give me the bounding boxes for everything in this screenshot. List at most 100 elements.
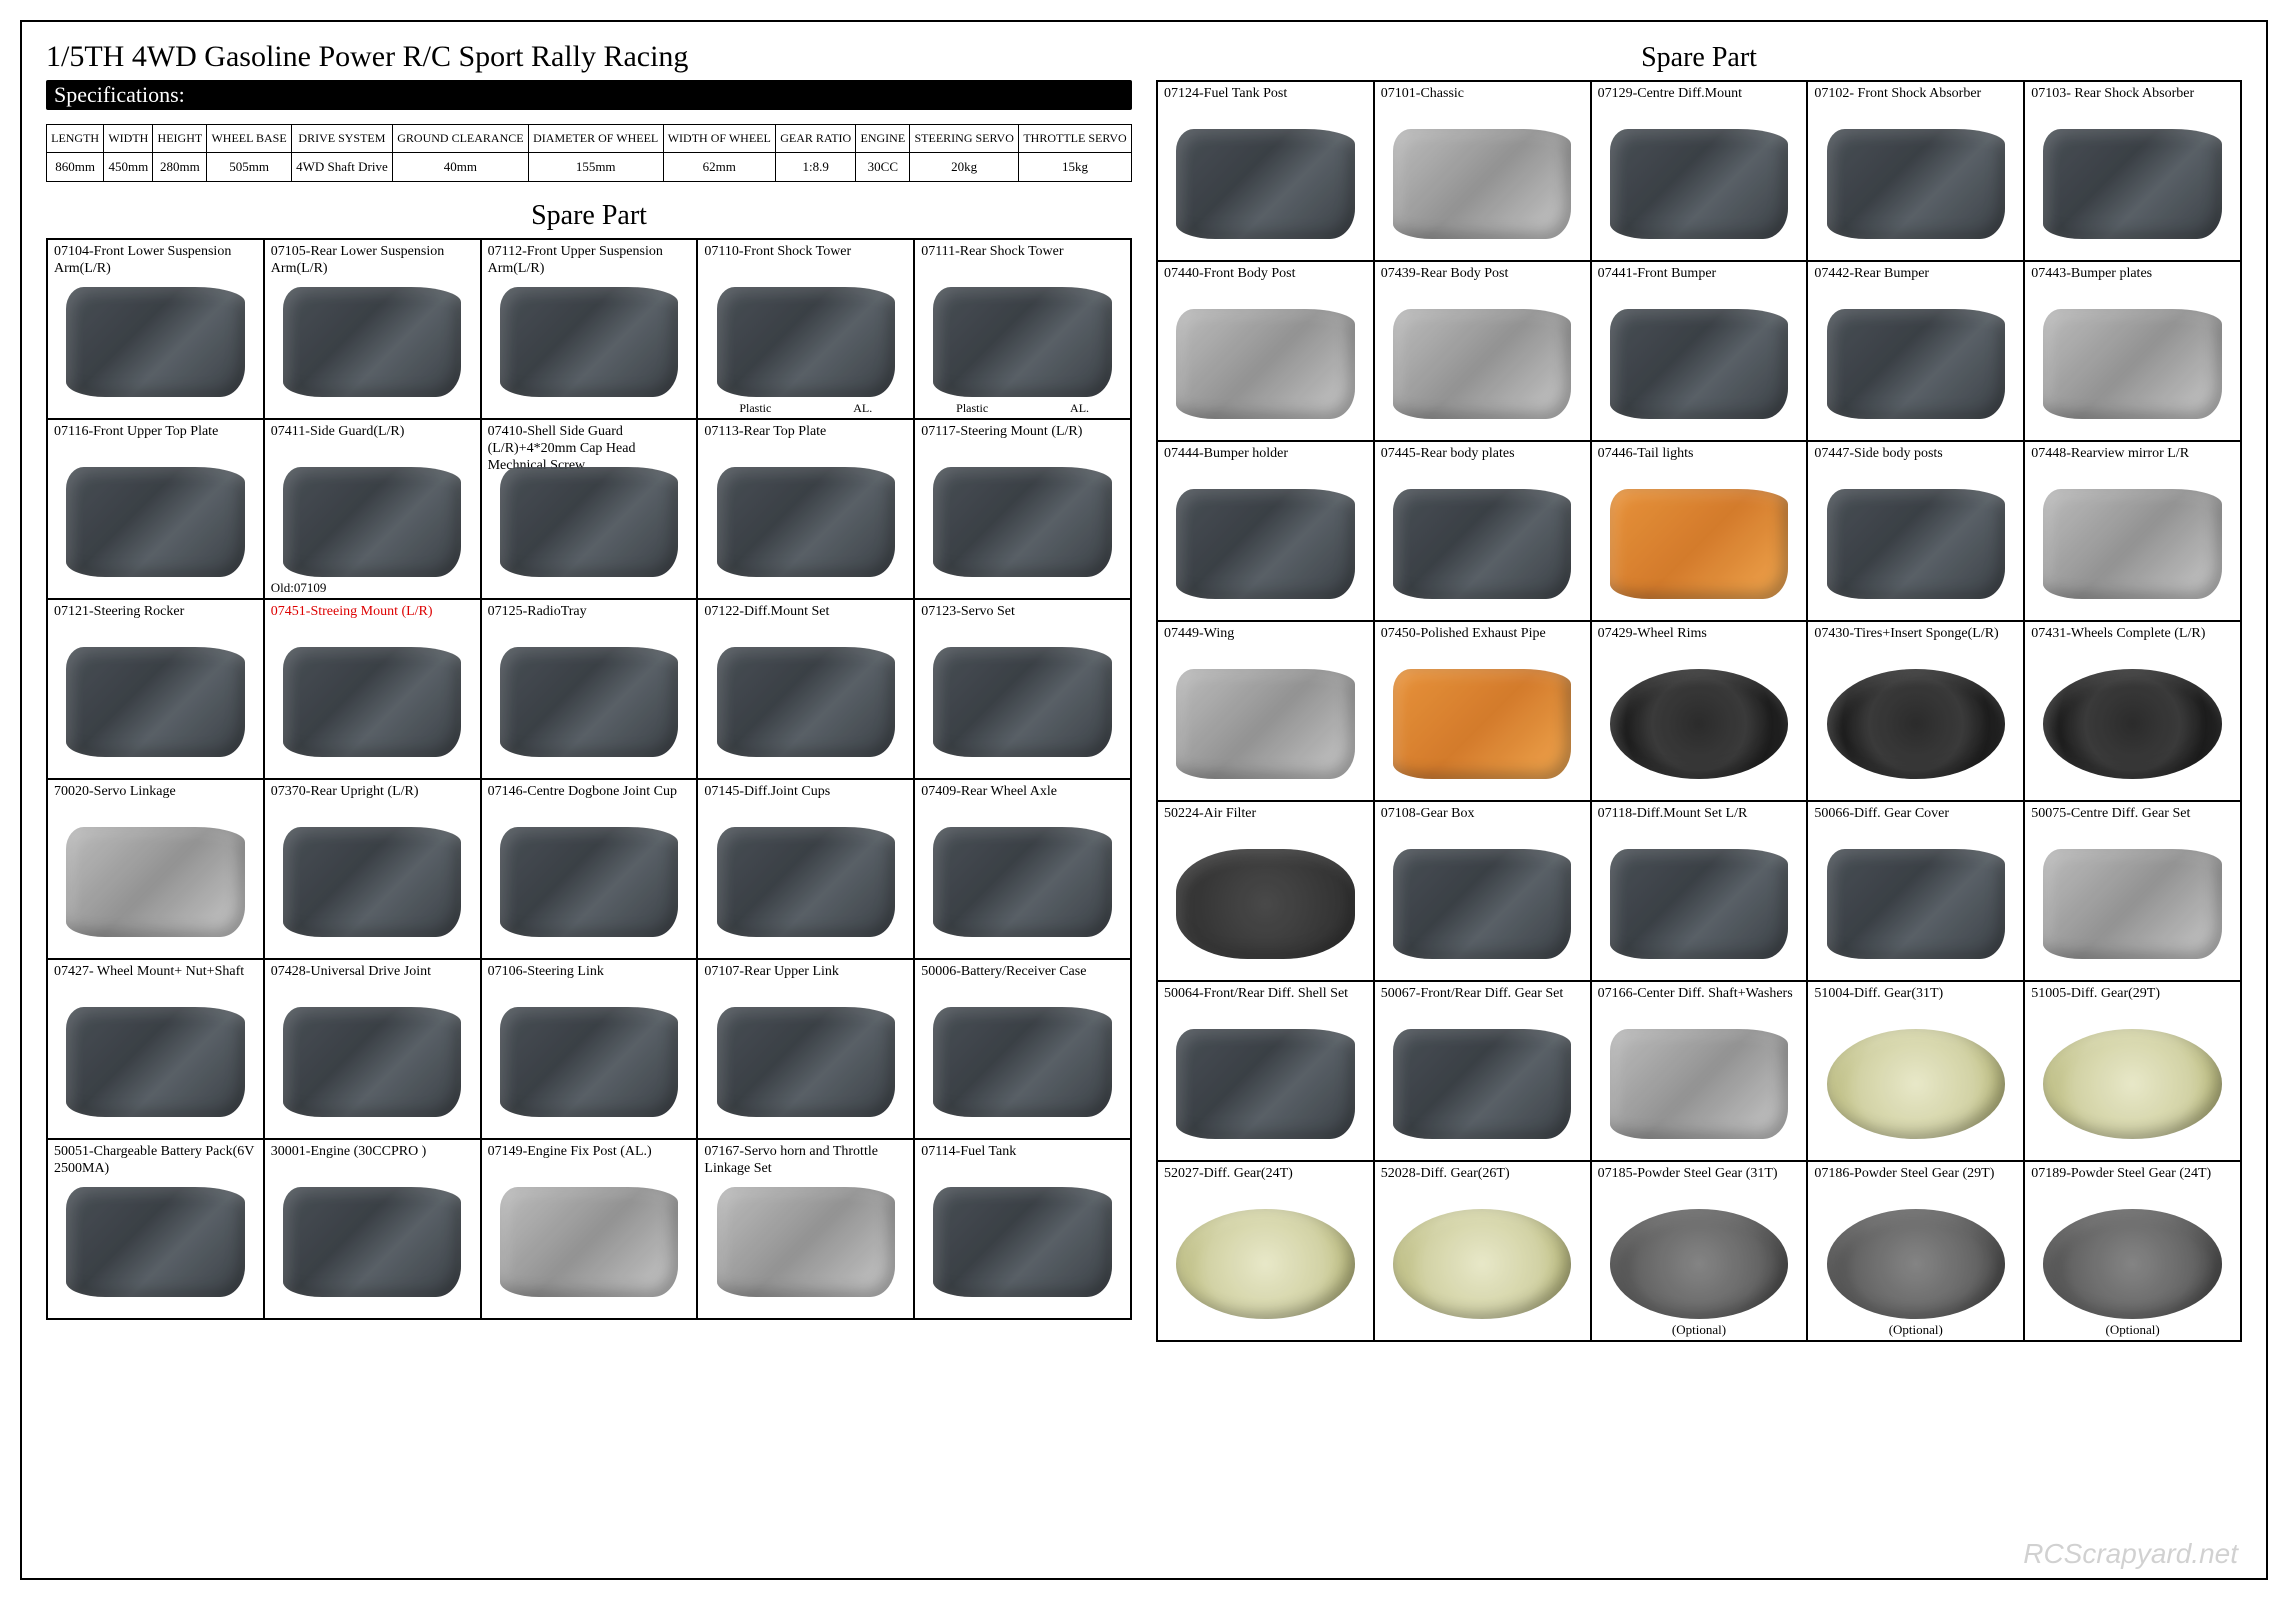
part-image bbox=[2043, 489, 2221, 598]
part-note: (Optional) bbox=[1592, 1322, 1807, 1338]
right-parts-grid: 07124-Fuel Tank Post07101-Chassic07129-C… bbox=[1156, 80, 2242, 1342]
part-image-box bbox=[921, 812, 1124, 952]
specifications-label: Specifications: bbox=[46, 80, 1132, 110]
part-image bbox=[933, 827, 1111, 936]
part-label: 07101-Chassic bbox=[1381, 86, 1584, 103]
part-cell: 07123-Servo Set bbox=[914, 599, 1131, 779]
part-image bbox=[283, 467, 461, 576]
spec-header: GEAR RATIO bbox=[776, 125, 856, 153]
part-label: 07451-Streeing Mount (L/R) bbox=[271, 604, 474, 621]
part-image bbox=[1393, 1209, 1571, 1318]
part-label: 07444-Bumper holder bbox=[1164, 446, 1367, 463]
part-label: 07428-Universal Drive Joint bbox=[271, 964, 474, 981]
part-image bbox=[500, 1007, 678, 1116]
part-image bbox=[500, 1187, 678, 1296]
part-image-box bbox=[1164, 1194, 1367, 1334]
spec-header: GROUND CLEARANCE bbox=[392, 125, 528, 153]
part-image bbox=[1610, 309, 1788, 418]
part-image-box bbox=[704, 1172, 907, 1312]
part-image-box bbox=[1164, 1014, 1367, 1154]
part-image-box bbox=[2031, 294, 2234, 434]
part-label: 07111-Rear Shock Tower bbox=[921, 244, 1124, 261]
part-image-box bbox=[1164, 114, 1367, 254]
part-image bbox=[717, 1187, 895, 1296]
spec-header: THROTTLE SERVO bbox=[1019, 125, 1132, 153]
part-image-box bbox=[1814, 834, 2017, 974]
part-image-box bbox=[704, 992, 907, 1132]
part-image-box bbox=[271, 1172, 474, 1312]
part-image bbox=[1176, 1029, 1354, 1138]
part-image bbox=[1610, 1029, 1788, 1138]
part-cell: 07166-Center Diff. Shaft+Washers bbox=[1591, 981, 1808, 1161]
part-label: 07118-Diff.Mount Set L/R bbox=[1598, 806, 1801, 823]
spec-header: WHEEL BASE bbox=[207, 125, 292, 153]
part-cell: 07118-Diff.Mount Set L/R bbox=[1591, 801, 1808, 981]
part-cell: 51004-Diff. Gear(31T) bbox=[1807, 981, 2024, 1161]
part-image bbox=[933, 1007, 1111, 1116]
part-image-box bbox=[921, 272, 1124, 412]
part-label: 07185-Powder Steel Gear (31T) bbox=[1598, 1166, 1801, 1183]
part-cell: 07185-Powder Steel Gear (31T) (Optional) bbox=[1591, 1161, 1808, 1341]
part-cell: 07189-Powder Steel Gear (24T)(Optional) bbox=[2024, 1161, 2241, 1341]
part-cell: 07105-Rear Lower Suspension Arm(L/R) bbox=[264, 239, 481, 419]
part-cell: 07444-Bumper holder bbox=[1157, 441, 1374, 621]
part-image bbox=[1827, 309, 2005, 418]
part-image-box bbox=[1814, 294, 2017, 434]
part-image-box bbox=[1598, 294, 1801, 434]
part-label: 30001-Engine (30CCPRO ) bbox=[271, 1144, 474, 1161]
part-sublabels: PlasticAL. bbox=[915, 401, 1130, 416]
part-image bbox=[1610, 669, 1788, 778]
part-image-box bbox=[1381, 1194, 1584, 1334]
spec-value: 62mm bbox=[663, 153, 776, 182]
part-label: 70020-Servo Linkage bbox=[54, 784, 257, 801]
page: 1/5TH 4WD Gasoline Power R/C Sport Rally… bbox=[20, 20, 2268, 1580]
spec-value: 30CC bbox=[856, 153, 910, 182]
part-label: 07113-Rear Top Plate bbox=[704, 424, 907, 441]
part-cell: 07427- Wheel Mount+ Nut+Shaft bbox=[47, 959, 264, 1139]
part-image bbox=[2043, 849, 2221, 958]
part-label: 07430-Tires+Insert Sponge(L/R) bbox=[1814, 626, 2017, 643]
spec-header: HEIGHT bbox=[153, 125, 207, 153]
part-label: 07129-Centre Diff.Mount bbox=[1598, 86, 1801, 103]
part-image bbox=[1176, 129, 1354, 238]
part-image-box bbox=[1164, 474, 1367, 614]
part-image-box bbox=[921, 992, 1124, 1132]
part-image bbox=[2043, 129, 2221, 238]
part-image bbox=[66, 647, 244, 756]
part-label: 07370-Rear Upright (L/R) bbox=[271, 784, 474, 801]
spare-part-title-left: Spare Part bbox=[46, 200, 1132, 232]
part-image bbox=[717, 1007, 895, 1116]
part-label: 07108-Gear Box bbox=[1381, 806, 1584, 823]
spec-value: 280mm bbox=[153, 153, 207, 182]
part-cell: 30001-Engine (30CCPRO ) bbox=[264, 1139, 481, 1319]
part-cell: 07111-Rear Shock Tower PlasticAL. bbox=[914, 239, 1131, 419]
part-image-box bbox=[488, 992, 691, 1132]
part-image bbox=[1393, 669, 1571, 778]
part-cell: 07448-Rearview mirror L/R bbox=[2024, 441, 2241, 621]
part-label: 07429-Wheel Rims bbox=[1598, 626, 1801, 643]
part-cell: 07439-Rear Body Post bbox=[1374, 261, 1591, 441]
part-cell: 50066-Diff. Gear Cover bbox=[1807, 801, 2024, 981]
part-cell: 50064-Front/Rear Diff. Shell Set bbox=[1157, 981, 1374, 1161]
part-label: 07106-Steering Link bbox=[488, 964, 691, 981]
spec-value: 860mm bbox=[47, 153, 104, 182]
part-image bbox=[2043, 309, 2221, 418]
part-label: 07149-Engine Fix Post (AL.) bbox=[488, 1144, 691, 1161]
part-image-box bbox=[1381, 834, 1584, 974]
part-cell: 07114-Fuel Tank bbox=[914, 1139, 1131, 1319]
part-image-box bbox=[704, 632, 907, 772]
part-image bbox=[283, 1187, 461, 1296]
part-image-box bbox=[1814, 1014, 2017, 1154]
part-label: 07102- Front Shock Absorber bbox=[1814, 86, 2017, 103]
part-label: 07411-Side Guard(L/R) bbox=[271, 424, 474, 441]
part-image bbox=[1610, 849, 1788, 958]
part-label: 07439-Rear Body Post bbox=[1381, 266, 1584, 283]
part-label: 51004-Diff. Gear(31T) bbox=[1814, 986, 2017, 1003]
part-cell: 07116-Front Upper Top Plate bbox=[47, 419, 264, 599]
part-image-box bbox=[1164, 654, 1367, 794]
part-label: 07146-Centre Dogbone Joint Cup bbox=[488, 784, 691, 801]
spec-value: 450mm bbox=[104, 153, 153, 182]
spec-header: DIAMETER OF WHEEL bbox=[528, 125, 663, 153]
part-image-box bbox=[1164, 834, 1367, 974]
part-image bbox=[1176, 309, 1354, 418]
